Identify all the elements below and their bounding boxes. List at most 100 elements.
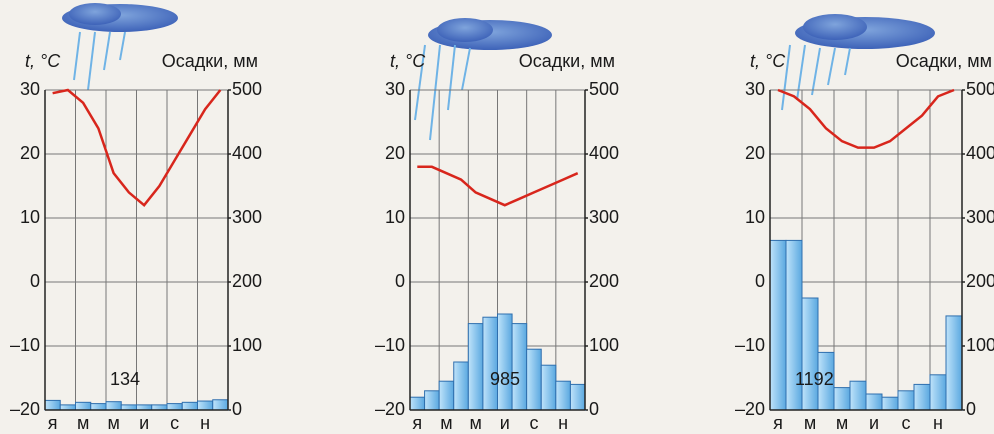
y-tick-label: –20 — [10, 399, 40, 419]
bar — [166, 403, 183, 411]
bar — [409, 396, 426, 411]
bar — [769, 239, 787, 411]
bar — [511, 323, 528, 411]
y-tick-label: 0 — [755, 271, 765, 291]
x-tick-label: с — [902, 413, 911, 433]
temperature-line — [777, 88, 955, 149]
bar — [913, 383, 931, 411]
x-tick-label: м — [469, 413, 481, 433]
bar — [555, 380, 571, 411]
x-tick-label: с — [529, 413, 538, 433]
annual-precipitation: 1192 — [795, 369, 834, 389]
bar — [865, 393, 883, 411]
y-tick-label: 10 — [745, 207, 765, 227]
y2-tick-label: 400 — [589, 143, 619, 163]
x-tick-label: и — [139, 413, 149, 433]
y-tick-label: 20 — [745, 143, 765, 163]
y-tick-label: 20 — [385, 143, 405, 163]
bar — [881, 396, 899, 411]
bar — [59, 404, 76, 411]
bar — [90, 403, 107, 411]
y2-tick-label: 0 — [966, 399, 976, 419]
bar — [197, 400, 214, 411]
bar — [136, 404, 153, 411]
y2-tick-label: 100 — [232, 335, 262, 355]
y2-tick-label: 100 — [966, 335, 994, 355]
temperature-line — [52, 88, 222, 207]
bar — [212, 399, 229, 411]
bar — [120, 404, 137, 411]
y2-tick-label: 500 — [589, 79, 619, 99]
x-tick-label: м — [836, 413, 848, 433]
y2-tick-label: 500 — [966, 79, 994, 99]
bar — [945, 315, 963, 411]
cloud-icon — [62, 3, 178, 91]
y2-tick-label: 500 — [232, 79, 262, 99]
bar — [929, 374, 947, 411]
bar — [467, 323, 484, 411]
y2-axis-label: Осадки, мм — [896, 51, 992, 71]
y2-tick-label: 200 — [232, 271, 262, 291]
y2-tick-label: 200 — [966, 271, 994, 291]
y-tick-label: 30 — [385, 79, 405, 99]
y-tick-label: 10 — [20, 207, 40, 227]
y-tick-label: 30 — [20, 79, 40, 99]
y2-tick-label: 200 — [589, 271, 619, 291]
bar — [75, 401, 92, 411]
x-tick-label: м — [804, 413, 816, 433]
y-tick-label: 30 — [745, 79, 765, 99]
y2-axis-label: Осадки, мм — [519, 51, 615, 71]
x-tick-label: с — [170, 413, 179, 433]
bar — [181, 401, 198, 411]
y2-tick-label: 100 — [589, 335, 619, 355]
x-tick-label: я — [412, 413, 422, 433]
y2-tick-label: 300 — [966, 207, 994, 227]
y-axis-label: t, °C — [25, 51, 61, 71]
bar — [497, 313, 513, 411]
x-tick-label: я — [48, 413, 58, 433]
bar — [540, 364, 557, 411]
y-axis-label: t, °C — [390, 51, 426, 71]
x-tick-label: я — [773, 413, 783, 433]
bar — [482, 316, 498, 411]
y-tick-label: –10 — [10, 335, 40, 355]
bar — [801, 297, 819, 411]
y-tick-label: 10 — [385, 207, 405, 227]
temperature-line — [417, 165, 579, 207]
bar — [833, 387, 851, 411]
x-tick-label: м — [440, 413, 452, 433]
x-tick-label: м — [107, 413, 119, 433]
y-tick-label: –20 — [375, 399, 405, 419]
bar — [897, 390, 915, 411]
bar — [105, 401, 122, 411]
y-tick-label: 20 — [20, 143, 40, 163]
y2-tick-label: 400 — [232, 143, 262, 163]
annual-precipitation: 985 — [490, 369, 520, 389]
x-tick-label: и — [500, 413, 510, 433]
y-tick-label: –10 — [375, 335, 405, 355]
bar — [526, 348, 542, 411]
y-tick-label: 0 — [30, 271, 40, 291]
y2-tick-label: 0 — [589, 399, 599, 419]
x-tick-label: н — [558, 413, 568, 433]
bar — [438, 380, 455, 411]
bar — [849, 380, 867, 411]
y2-tick-label: 300 — [589, 207, 619, 227]
x-tick-label: м — [77, 413, 89, 433]
bar — [453, 361, 469, 411]
bar — [44, 399, 61, 411]
x-tick-label: и — [869, 413, 879, 433]
bar — [569, 383, 586, 411]
cloud-icon — [781, 14, 935, 111]
y2-tick-label: 0 — [232, 399, 242, 419]
y-tick-label: 0 — [395, 271, 405, 291]
x-tick-label: н — [933, 413, 943, 433]
y-tick-label: –10 — [735, 335, 765, 355]
x-tick-label: н — [200, 413, 210, 433]
y-axis-label: t, °C — [750, 51, 786, 71]
cloud-icon — [414, 18, 552, 141]
